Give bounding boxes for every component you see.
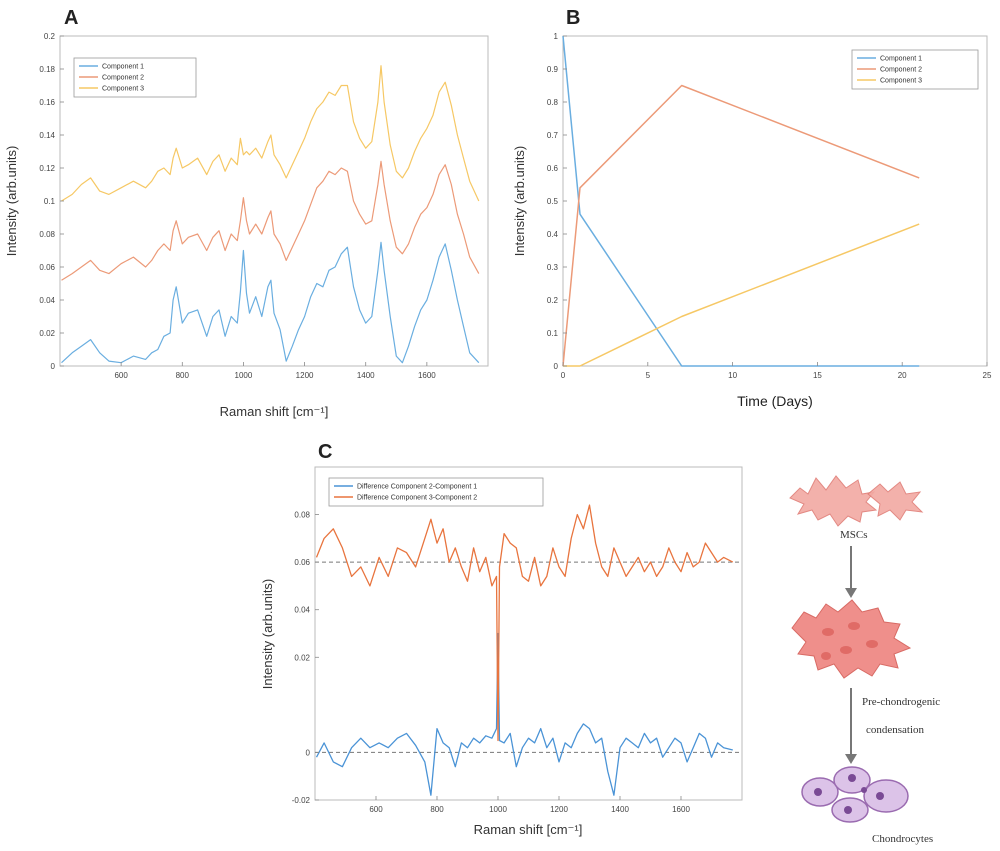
- series-line-1: [562, 35, 920, 367]
- series-line-1: [315, 632, 733, 796]
- y-tick-label: 0.5: [547, 197, 559, 206]
- x-tick-label: 1200: [550, 805, 568, 814]
- chart-a-xlabel: Raman shift [cm⁻¹]: [220, 404, 329, 419]
- chondrocytes-label: Chondrocytes: [872, 833, 933, 845]
- x-tick-label: 15: [813, 371, 822, 380]
- y-tick-label: 0.02: [39, 329, 55, 338]
- msc-label: MSCs: [840, 529, 868, 541]
- x-tick-label: 10: [728, 371, 737, 380]
- legend-entry: Component 3: [880, 78, 922, 85]
- chart-b-frame: [562, 35, 988, 367]
- y-tick-label: 0.2: [44, 32, 56, 41]
- legend-entry: Component 3: [102, 86, 144, 93]
- chart-a-ylabel: Intensity (arb.units): [4, 146, 19, 257]
- series-line-2: [315, 504, 734, 742]
- x-tick-label: 800: [430, 805, 444, 814]
- y-tick-label: 0.2: [547, 296, 559, 305]
- legend-entry: Difference Component 2-Component 1: [357, 484, 477, 491]
- y-tick-label: 0.3: [547, 263, 559, 272]
- condensation-label-1: Pre-chondrogenic: [862, 696, 940, 708]
- msc-cells-illustration: [789, 475, 924, 527]
- y-tick-label: 0.04: [39, 296, 55, 305]
- x-tick-label: 5: [646, 371, 651, 380]
- y-tick-label: 0.6: [547, 164, 559, 173]
- series-line-1: [61, 241, 480, 364]
- x-tick-label: 20: [898, 371, 907, 380]
- panel-letter-b: B: [566, 7, 580, 29]
- y-tick-label: 0: [51, 362, 56, 371]
- y-tick-label: 0.02: [294, 653, 310, 662]
- y-tick-label: 0.06: [39, 263, 55, 272]
- y-tick-label: 0.08: [294, 511, 310, 520]
- y-tick-label: 0.8: [547, 98, 559, 107]
- condensation-label-2: condensation: [866, 724, 925, 736]
- y-tick-label: 0.1: [44, 197, 56, 206]
- x-tick-label: 1600: [672, 805, 690, 814]
- y-tick-label: 0: [554, 362, 559, 371]
- arrow-down-icon: [845, 546, 857, 598]
- arrow-down-icon: [845, 688, 857, 764]
- y-tick-label: 0.06: [294, 558, 310, 567]
- y-tick-label: 0.4: [547, 230, 559, 239]
- series-line-3: [61, 65, 480, 202]
- x-tick-label: 1600: [418, 371, 436, 380]
- legend-entry: Component 1: [102, 64, 144, 71]
- x-tick-label: 800: [176, 371, 190, 380]
- legend-entry: Component 1: [880, 56, 922, 63]
- chart-c-frame: [314, 466, 743, 801]
- panel-letter-a: A: [64, 7, 78, 29]
- x-tick-label: 1200: [296, 371, 314, 380]
- chondrogenesis-schematic: MSCs Pre-chondrogenic condensation: [789, 475, 940, 845]
- x-tick-label: 1400: [611, 805, 629, 814]
- y-tick-label: 0.16: [39, 98, 55, 107]
- legend-box: [328, 477, 544, 507]
- chart-a: 0 0.02 0.04 0.06 0.08 0.1 0.12 0.14 0.16 0.18 0.2 6…: [4, 32, 489, 419]
- legend-entry: Component 2: [102, 75, 144, 82]
- x-tick-label: 1000: [235, 371, 253, 380]
- chart-c-xlabel: Raman shift [cm⁻¹]: [474, 822, 583, 837]
- x-tick-label: 0: [561, 371, 566, 380]
- y-tick-label: 0.7: [547, 131, 559, 140]
- chart-b-ylabel: Intensity (arb.units): [512, 146, 527, 257]
- y-tick-label: 0.14: [39, 131, 55, 140]
- y-tick-label: 0.08: [39, 230, 55, 239]
- y-tick-label: 0.1: [547, 329, 559, 338]
- series-line-2: [562, 84, 920, 367]
- chart-c: -0.02 0 0.02 0.04 0.06 0.08 600 800 1000 1200 1400…: [260, 466, 743, 837]
- y-tick-label: 0.9: [547, 65, 559, 74]
- y-tick-label: 0.18: [39, 65, 55, 74]
- chart-b-xlabel: Time (Days): [737, 393, 813, 409]
- y-tick-label: 0.12: [39, 164, 55, 173]
- chart-c-ylabel: Intensity (arb.units): [260, 579, 275, 690]
- series-line-2: [61, 160, 480, 281]
- y-tick-label: 0.04: [294, 606, 310, 615]
- chondrocytes-illustration: [801, 766, 909, 823]
- x-tick-label: 1400: [357, 371, 375, 380]
- x-tick-label: 25: [983, 371, 992, 380]
- legend-entry: Component 2: [880, 67, 922, 74]
- x-tick-label: 600: [114, 371, 128, 380]
- series-line-3: [563, 223, 920, 367]
- y-tick-label: 0: [306, 748, 311, 757]
- chart-b: 00.10.20.30.40.50.60.70.80.910 5 10 15 20 25 …: [512, 32, 992, 409]
- condensed-cells-illustration: [791, 599, 912, 679]
- y-tick-label: 1: [554, 32, 559, 41]
- x-tick-label: 1000: [489, 805, 507, 814]
- y-tick-label: -0.02: [292, 796, 311, 805]
- panel-letter-c: C: [318, 441, 332, 463]
- legend-entry: Difference Component 3-Component 2: [357, 495, 477, 502]
- x-tick-label: 600: [369, 805, 383, 814]
